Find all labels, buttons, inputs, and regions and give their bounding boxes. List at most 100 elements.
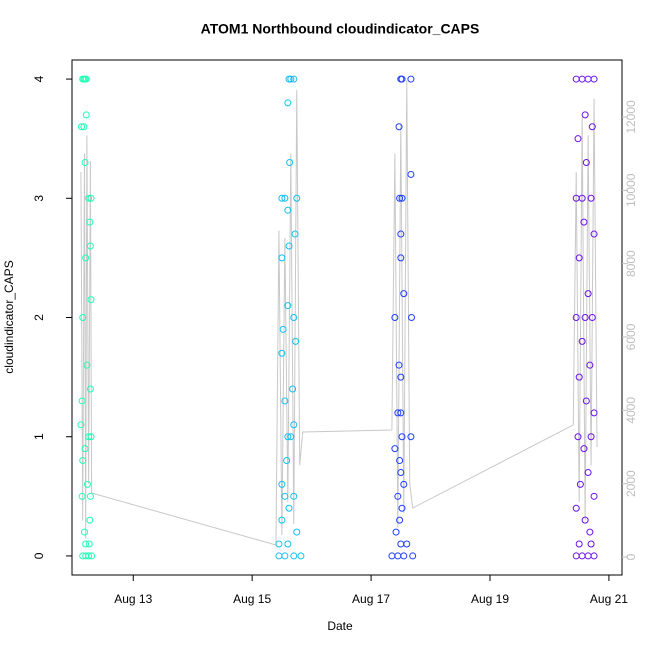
point [82,111,90,119]
point [286,159,294,167]
x-tick-label: Aug 15 [233,592,271,606]
y-axis-label: cloudindicator_CAPS [2,260,16,373]
point [590,492,598,500]
point [78,397,86,405]
point [81,159,89,167]
point [391,314,399,321]
y2-tick-label: 4000 [624,397,638,424]
y-tick-label: 2 [32,314,46,321]
point [290,314,298,321]
point [287,75,295,83]
point [83,480,91,488]
y-tick-label: 3 [32,195,46,202]
point [278,516,286,524]
x-tick-label: Aug 17 [352,592,390,606]
point [284,540,292,548]
point [79,314,87,321]
point [396,457,404,465]
point [284,433,292,441]
point [290,75,298,83]
point [408,314,416,321]
point [578,552,586,560]
point [278,480,286,488]
point [82,254,90,262]
point [580,218,588,226]
x-tick-label: Aug 19 [471,592,509,606]
y-tick-label: 0 [32,552,46,559]
point [77,421,85,429]
point [83,361,91,369]
point [394,492,402,500]
point [396,516,404,524]
point [281,492,289,500]
y2-tick-label: 8000 [624,250,638,277]
point [86,242,94,250]
point [590,230,598,238]
point [281,552,289,560]
y2-tick-label: 0 [624,553,638,560]
point [572,552,580,560]
point [398,433,406,441]
point [584,468,592,476]
point [82,75,90,83]
point [284,302,292,310]
point [275,540,283,548]
point [578,337,586,345]
point [586,528,594,536]
point [588,314,596,321]
point [278,349,286,357]
point [87,194,95,202]
point [580,445,588,453]
point [86,492,94,500]
point [578,75,586,83]
point [398,504,406,512]
point [581,314,589,321]
point [572,314,580,321]
point [80,528,88,536]
x-axis-label: Date [327,619,353,633]
plot-box [71,59,623,576]
point [397,254,405,262]
point [575,540,583,548]
point [86,516,94,524]
point [582,159,590,167]
point [584,552,592,560]
point [398,194,406,202]
point [281,194,289,202]
point [400,480,408,488]
point [398,75,406,83]
point [574,433,582,441]
point [388,552,396,560]
point [287,433,295,441]
point [578,194,586,202]
line [80,80,598,546]
point [590,409,598,417]
point [587,194,595,202]
point [572,504,580,512]
point [290,492,298,500]
point [395,361,403,369]
point [409,552,417,560]
point [407,170,415,178]
point [587,540,595,548]
point [574,135,582,143]
point [82,540,90,548]
point [275,552,283,560]
y2-tick-label: 10000 [624,173,638,207]
point [575,254,583,262]
point [284,206,292,214]
point [586,361,594,369]
point [590,75,598,83]
point [285,242,293,250]
x-tick-label: Aug 13 [114,592,152,606]
point [85,194,93,202]
point [278,194,286,202]
x-tick-label: Aug 21 [590,592,628,606]
y-tick-label: 4 [32,75,46,82]
point [391,445,399,453]
point [587,433,595,441]
point [283,457,291,465]
point [291,230,299,238]
